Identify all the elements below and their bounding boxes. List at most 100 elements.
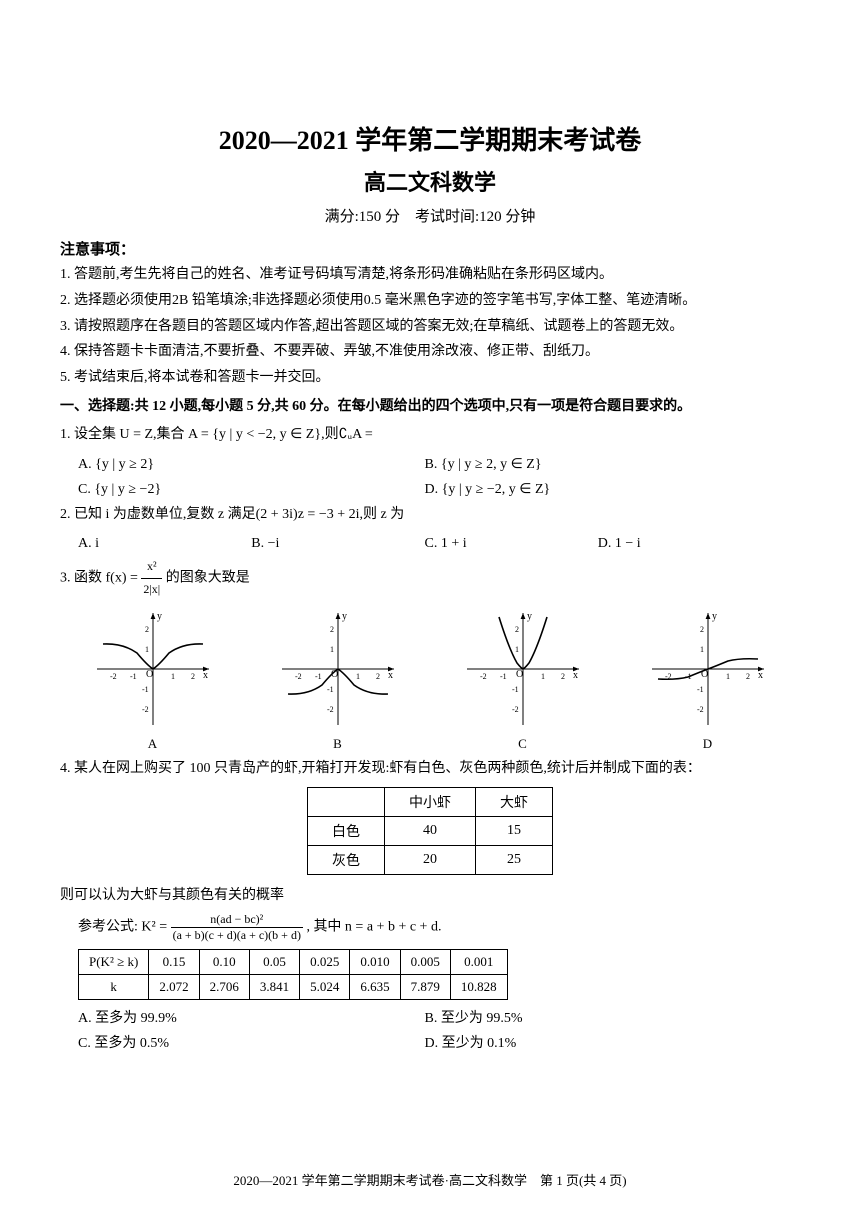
q4-opt-a: A. 至多为 99.9% — [78, 1006, 425, 1031]
instruction-2: 2. 选择题必须使用2B 铅笔填涂;非选择题必须使用0.5 毫米黑色字迹的签字笔… — [60, 289, 800, 313]
instruction-5: 5. 考试结束后,将本试卷和答题卡一并交回。 — [60, 366, 800, 390]
svg-text:O: O — [331, 669, 338, 680]
ktable-row1: P(K² ≥ k) 0.15 0.10 0.05 0.025 0.010 0.0… — [79, 949, 508, 974]
svg-text:-2: -2 — [512, 705, 519, 714]
q3-suffix: 的图象大致是 — [166, 571, 250, 586]
graph-b-svg: O x y 1 2 -1 -2 1 2 -1 -2 — [263, 609, 413, 729]
svg-text:-2: -2 — [480, 672, 487, 681]
svg-text:1: 1 — [356, 672, 360, 681]
svg-text:1: 1 — [330, 645, 334, 654]
title-main: 2020—2021 学年第二学期期末考试卷 — [60, 120, 800, 157]
q4-formula-den: (a + b)(c + d)(a + c)(b + d) — [171, 928, 303, 943]
q3-prefix: 3. 函数 f(x) = — [60, 571, 141, 586]
kt-r1c0: P(K² ≥ k) — [79, 949, 149, 974]
kt-r1c2: 0.10 — [199, 949, 249, 974]
q4-r0c2: 15 — [476, 816, 553, 845]
q4-opt-b: B. 至少为 99.5% — [425, 1006, 772, 1031]
svg-text:2: 2 — [330, 625, 334, 634]
origin-label: O — [146, 669, 153, 680]
q4-options: A. 至多为 99.9% B. 至少为 99.5% C. 至多为 0.5% D.… — [78, 1006, 800, 1056]
svg-text:2: 2 — [561, 672, 565, 681]
graph-a: O x y 1 2 -1 -2 1 2 -1 -2 A — [78, 609, 228, 752]
svg-text:-1: -1 — [327, 685, 334, 694]
q1-opt-d: D. {y | y ≥ −2, y ∈ Z} — [425, 477, 772, 502]
svg-text:1: 1 — [515, 645, 519, 654]
q4-r1c0: 灰色 — [308, 845, 385, 874]
svg-text:-2: -2 — [110, 672, 117, 681]
kt-r2c5: 6.635 — [350, 974, 400, 999]
svg-text:-1: -1 — [315, 672, 322, 681]
instruction-3: 3. 请按照题序在各题目的答题区域内作答,超出答题区域的答案无效;在草稿纸、试题… — [60, 315, 800, 339]
kt-r2c4: 5.024 — [300, 974, 350, 999]
q4-opt-d: D. 至少为 0.1% — [425, 1031, 772, 1056]
svg-text:-1: -1 — [500, 672, 507, 681]
ktable-row2: k 2.072 2.706 3.841 5.024 6.635 7.879 10… — [79, 974, 508, 999]
table-row: 灰色 20 25 — [308, 845, 553, 874]
q2-opt-a: A. i — [78, 531, 251, 556]
svg-text:2: 2 — [191, 672, 195, 681]
q2-options: A. i B. −i C. 1 + i D. 1 − i — [78, 531, 800, 556]
kt-r1c4: 0.025 — [300, 949, 350, 974]
kt-r1c6: 0.005 — [400, 949, 450, 974]
q3-frac-num: x² — [141, 556, 162, 579]
q2-opt-b: B. −i — [251, 531, 424, 556]
graph-b-label: B — [263, 736, 413, 752]
svg-text:-2: -2 — [665, 672, 672, 681]
q1-options: A. {y | y ≥ 2} B. {y | y ≥ 2, y ∈ Z} C. … — [78, 452, 800, 502]
question-4: 4. 某人在网上购买了 100 只青岛产的虾,开箱打开发现:虾有白色、灰色两种颜… — [60, 756, 800, 781]
svg-text:y: y — [342, 611, 347, 622]
q4-h2: 大虾 — [476, 787, 553, 816]
q3-graphs: O x y 1 2 -1 -2 1 2 -1 -2 A O x y 1 — [60, 609, 800, 752]
svg-text:x: x — [388, 670, 393, 681]
graph-c-svg: O x y 1 2 -1 -2 1 2 -1 -2 — [448, 609, 598, 729]
svg-text:2: 2 — [700, 625, 704, 634]
kt-r2c3: 3.841 — [249, 974, 299, 999]
svg-text:1: 1 — [726, 672, 730, 681]
q4-formula-num: n(ad − bc)² — [171, 912, 303, 928]
svg-text:y: y — [527, 611, 532, 622]
kt-r1c3: 0.05 — [249, 949, 299, 974]
q4-r1c2: 25 — [476, 845, 553, 874]
svg-text:1: 1 — [541, 672, 545, 681]
graph-a-svg: O x y 1 2 -1 -2 1 2 -1 -2 — [78, 609, 228, 729]
graph-d-label: D — [633, 736, 783, 752]
q4-formula-prefix: 参考公式: K² = — [78, 920, 171, 935]
kt-r2c1: 2.072 — [149, 974, 199, 999]
svg-text:-1: -1 — [130, 672, 137, 681]
svg-text:2: 2 — [376, 672, 380, 681]
q4-h1: 中小虾 — [385, 787, 476, 816]
q1-opt-a: A. {y | y ≥ 2} — [78, 452, 425, 477]
q4-formula-frac: n(ad − bc)² (a + b)(c + d)(a + c)(b + d) — [171, 912, 303, 943]
svg-text:-2: -2 — [327, 705, 334, 714]
svg-text:-1: -1 — [512, 685, 519, 694]
graph-b: O x y 1 2 -1 -2 1 2 -1 -2 B — [263, 609, 413, 752]
svg-text:2: 2 — [145, 625, 149, 634]
question-1: 1. 设全集 U = Z,集合 A = {y | y < −2, y ∈ Z},… — [60, 422, 800, 447]
q4-formula-suffix: , 其中 n = a + b + c + d. — [306, 920, 441, 935]
q4-formula: 参考公式: K² = n(ad − bc)² (a + b)(c + d)(a … — [78, 912, 800, 943]
q4-r0c1: 40 — [385, 816, 476, 845]
svg-text:1: 1 — [700, 645, 704, 654]
q4-opt-c: C. 至多为 0.5% — [78, 1031, 425, 1056]
svg-text:-1: -1 — [697, 685, 704, 694]
q4-h0 — [308, 787, 385, 816]
kt-r1c7: 0.001 — [450, 949, 507, 974]
graph-c-label: C — [448, 736, 598, 752]
kt-r2c2: 2.706 — [199, 974, 249, 999]
graph-d-svg: O x y 1 2 -1 -2 1 2 -1 -2 — [633, 609, 783, 729]
kt-r2c0: k — [79, 974, 149, 999]
notice-heading: 注意事项： — [60, 238, 800, 259]
q4-table: 中小虾 大虾 白色 40 15 灰色 20 25 — [307, 787, 553, 875]
svg-text:-2: -2 — [697, 705, 704, 714]
q4-r0c0: 白色 — [308, 816, 385, 845]
svg-text:2: 2 — [746, 672, 750, 681]
svg-text:O: O — [516, 669, 523, 680]
q3-fraction: x² 2|x| — [141, 556, 162, 600]
instruction-1: 1. 答题前,考生先将自己的姓名、准考证号码填写清楚,将条形码准确粘贴在条形码区… — [60, 263, 800, 287]
svg-text:-2: -2 — [295, 672, 302, 681]
q1-opt-c: C. {y | y ≥ −2} — [78, 477, 425, 502]
q2-opt-d: D. 1 − i — [598, 531, 771, 556]
svg-text:x: x — [573, 670, 578, 681]
graph-d: O x y 1 2 -1 -2 1 2 -1 -2 D — [633, 609, 783, 752]
page-footer: 2020—2021 学年第二学期期末考试卷·高二文科数学 第 1 页(共 4 页… — [60, 1170, 800, 1189]
